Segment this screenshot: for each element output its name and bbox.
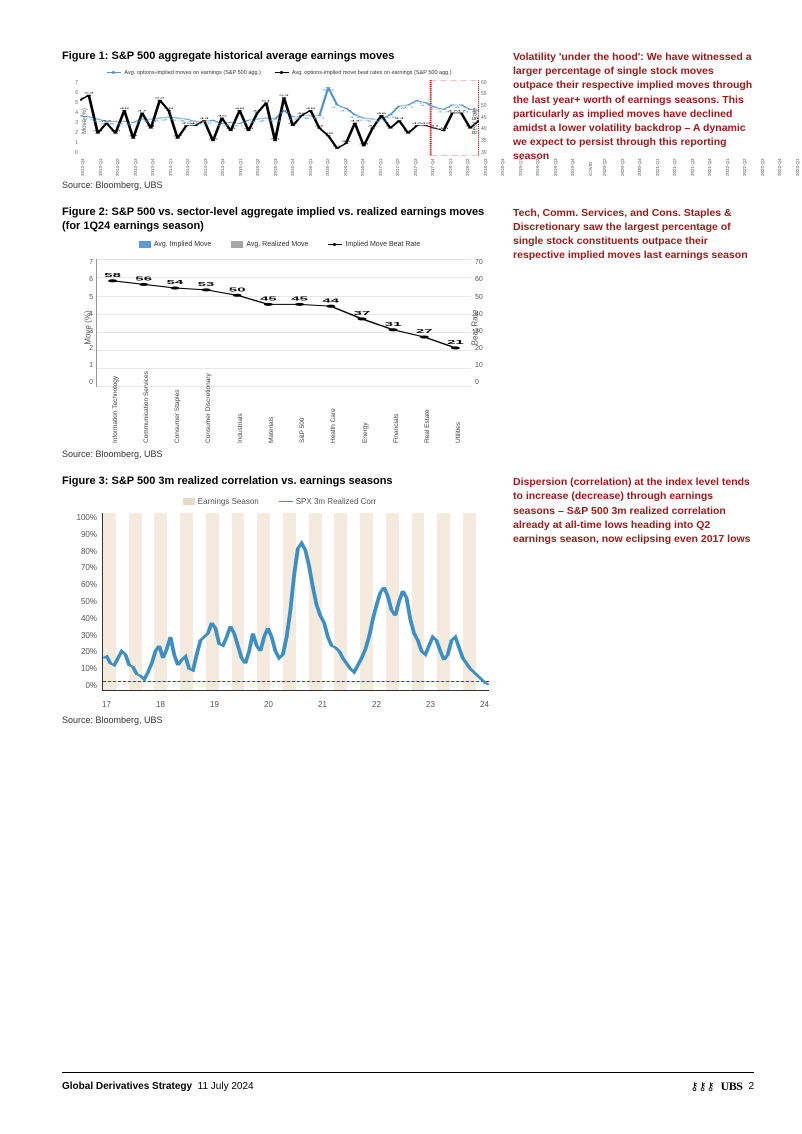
- svg-text:39: 39: [403, 130, 413, 132]
- figure3-title: Figure 3: S&P 500 3m realized correlatio…: [62, 475, 497, 489]
- figure2-source: Source: Bloomberg, UBS: [62, 449, 497, 459]
- svg-text:45: 45: [217, 115, 227, 117]
- svg-text:40: 40: [439, 128, 449, 130]
- fig2-legend-beat: Implied Move Beat Rate: [328, 241, 420, 248]
- svg-text:41: 41: [146, 125, 156, 127]
- figure1-source: Source: Bloomberg, UBS: [62, 180, 497, 190]
- footer-date: 11 July 2024: [195, 1081, 254, 1092]
- svg-text:48: 48: [235, 107, 245, 109]
- svg-text:40: 40: [244, 128, 254, 130]
- fig1-legend-beat: Avg. options-implied move beat rates on …: [275, 70, 452, 76]
- svg-text:41: 41: [368, 125, 378, 127]
- fig3-legend-line: SPX 3m Realized Corr: [279, 497, 376, 506]
- svg-text:34: 34: [359, 143, 369, 145]
- svg-text:4.7: 4.7: [331, 106, 344, 108]
- svg-text:39: 39: [111, 130, 121, 132]
- sidenote-3: Dispersion (correlation) at the index le…: [513, 475, 754, 546]
- svg-text:3.0: 3.0: [234, 125, 247, 127]
- svg-text:44: 44: [199, 117, 209, 119]
- svg-text:47: 47: [137, 110, 147, 112]
- svg-text:3.8: 3.8: [349, 116, 362, 118]
- svg-text:3.4: 3.4: [375, 121, 388, 123]
- svg-text:53: 53: [279, 95, 289, 97]
- svg-text:47: 47: [252, 110, 262, 112]
- fig3-legend-band: Earnings Season: [183, 497, 259, 506]
- svg-text:3.7: 3.7: [313, 117, 326, 119]
- svg-text:37: 37: [173, 135, 183, 137]
- svg-text:4.9: 4.9: [420, 104, 433, 106]
- svg-text:33: 33: [332, 145, 342, 147]
- svg-text:41: 41: [385, 125, 395, 127]
- fig1-ylabel-right: Beat Rate: [473, 107, 479, 134]
- ubs-keys-icon: ⚷⚷⚷: [690, 1080, 714, 1093]
- svg-text:42: 42: [288, 123, 298, 125]
- svg-text:4.7: 4.7: [455, 106, 468, 108]
- page-footer: Global Derivatives Strategy 11 July 2024…: [62, 1072, 754, 1094]
- svg-text:3.1: 3.1: [127, 124, 140, 126]
- fig1-legend-implied: Avg. options-implied moves on earnings (…: [107, 70, 260, 76]
- fig1-ylabel-left: Move (%): [82, 108, 88, 134]
- figure1-title: Figure 1: S&P 500 aggregate historical a…: [62, 50, 497, 64]
- svg-text:4.7: 4.7: [402, 106, 415, 108]
- fig2-legend-implied: Avg. Implied Move: [139, 241, 211, 248]
- svg-text:6.3: 6.3: [322, 89, 335, 91]
- sidenote-1: Volatility 'under the hood': We have wit…: [513, 50, 754, 163]
- svg-text:52: 52: [155, 97, 165, 99]
- svg-text:46: 46: [297, 112, 307, 114]
- svg-text:3.3: 3.3: [207, 122, 220, 124]
- svg-text:37: 37: [128, 135, 138, 137]
- svg-text:48: 48: [306, 107, 316, 109]
- figure2-title: Figure 2: S&P 500 vs. sector-level aggre…: [62, 206, 497, 234]
- figure1-chart: Avg. options-implied moves on earnings (…: [62, 68, 497, 178]
- svg-text:51: 51: [261, 100, 271, 102]
- svg-text:40: 40: [226, 128, 236, 130]
- footer-title: Global Derivatives Strategy: [62, 1081, 192, 1092]
- svg-text:46: 46: [377, 112, 387, 114]
- fig2-legend-realized: Avg. Realized Move: [231, 241, 308, 248]
- figure2-chart: Avg. Implied Move Avg. Realized Move Imp…: [62, 237, 497, 447]
- svg-text:4.4: 4.4: [340, 110, 353, 112]
- svg-text:54: 54: [84, 92, 94, 94]
- ubs-logo: UBS: [721, 1079, 743, 1094]
- svg-text:36: 36: [208, 138, 218, 140]
- sidenote-2: Tech, Comm. Services, and Cons. Staples …: [513, 206, 754, 263]
- svg-text:36: 36: [270, 138, 280, 140]
- svg-text:41: 41: [315, 125, 325, 127]
- page-number: 2: [748, 1081, 754, 1092]
- svg-text:35: 35: [341, 140, 351, 142]
- figure3-source: Source: Bloomberg, UBS: [62, 715, 497, 725]
- svg-text:38: 38: [323, 133, 333, 135]
- svg-text:44: 44: [394, 117, 404, 119]
- svg-text:52: 52: [80, 97, 86, 99]
- svg-text:43: 43: [102, 120, 112, 122]
- svg-text:48: 48: [164, 107, 174, 109]
- svg-text:39: 39: [93, 130, 103, 132]
- figure3-chart: Earnings Season SPX 3m Realized Corr 100…: [62, 493, 497, 713]
- svg-text:48: 48: [119, 107, 129, 109]
- svg-text:4.2: 4.2: [278, 112, 291, 114]
- svg-text:3.4: 3.4: [269, 121, 282, 123]
